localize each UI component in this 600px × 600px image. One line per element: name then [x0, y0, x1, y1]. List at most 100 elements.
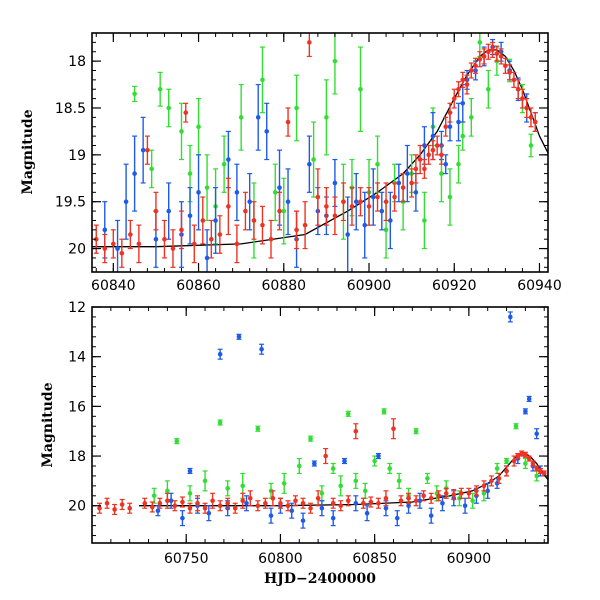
- y-tick-label: 19.5: [55, 195, 86, 211]
- data-point: [462, 503, 468, 509]
- bottom-y-axis-title: Magnitude: [40, 382, 56, 467]
- data-point: [234, 190, 240, 195]
- y-tick-label: 20: [68, 242, 86, 258]
- data-point: [520, 96, 525, 101]
- data-point: [341, 199, 346, 205]
- data-point: [302, 222, 308, 228]
- data-point: [364, 510, 370, 516]
- data-point: [289, 508, 295, 514]
- y-tick-label: 12: [68, 300, 86, 316]
- data-point: [338, 503, 344, 509]
- data-point: [278, 500, 283, 506]
- data-point: [398, 498, 404, 504]
- data-point: [268, 236, 274, 242]
- data-point: [494, 51, 500, 56]
- top-plot-frame: [91, 32, 549, 273]
- data-point: [187, 468, 193, 474]
- data-point: [486, 86, 491, 92]
- data-point: [226, 204, 231, 209]
- data-point: [236, 334, 242, 340]
- data-point: [368, 499, 374, 505]
- data-point: [202, 505, 208, 511]
- data-point: [232, 505, 238, 511]
- data-point: [456, 161, 461, 167]
- data-point: [473, 63, 478, 69]
- data-point: [388, 218, 393, 223]
- data-point: [459, 491, 464, 496]
- bottom-axis-ticks: 60750 60800 60850 60900 12 14 16 18 20: [68, 300, 548, 567]
- data-point: [428, 495, 434, 501]
- data-point: [157, 86, 163, 92]
- data-point: [366, 204, 372, 209]
- data-point: [285, 199, 291, 205]
- data-point: [104, 500, 110, 506]
- data-point: [528, 143, 534, 148]
- data-point: [460, 77, 466, 83]
- data-point: [523, 461, 528, 466]
- bottom-plot-frame: [91, 306, 549, 544]
- data-point: [319, 505, 325, 511]
- data-point: [247, 199, 252, 205]
- data-point: [375, 194, 380, 200]
- bottom-x-axis-title: HJD−2400000: [264, 571, 376, 587]
- data-point: [243, 208, 248, 214]
- data-point: [413, 190, 419, 195]
- data-point: [217, 232, 223, 237]
- top-data-points: [93, 33, 538, 272]
- data-point: [217, 503, 223, 509]
- data-point: [372, 458, 377, 464]
- data-point: [270, 495, 276, 501]
- data-point: [281, 208, 287, 214]
- data-point: [93, 236, 99, 242]
- data-point: [370, 194, 376, 200]
- data-point: [155, 508, 161, 514]
- data-point: [240, 498, 246, 504]
- data-point: [209, 236, 214, 242]
- data-point: [102, 246, 108, 251]
- data-point: [187, 505, 193, 511]
- data-point: [503, 63, 508, 69]
- data-point: [530, 461, 536, 466]
- data-point: [111, 241, 116, 247]
- x-tick-label: 60850: [352, 551, 397, 567]
- data-point: [358, 199, 363, 205]
- x-tick-label: 60920: [432, 278, 477, 294]
- data-point: [413, 498, 419, 504]
- data-point: [345, 498, 351, 504]
- data-point: [204, 185, 210, 190]
- data-point: [486, 49, 491, 55]
- data-point: [383, 199, 389, 205]
- data-point: [430, 147, 436, 153]
- data-point: [251, 218, 257, 223]
- data-point: [345, 411, 351, 417]
- data-point: [293, 498, 298, 504]
- data-point: [428, 513, 434, 518]
- x-tick-label: 60860: [176, 278, 221, 294]
- data-point: [119, 502, 125, 507]
- data-point: [481, 483, 487, 489]
- data-point: [349, 204, 355, 209]
- data-point: [353, 428, 359, 434]
- data-point: [153, 236, 159, 242]
- series-2: [97, 418, 547, 516]
- y-tick-label: 19: [68, 148, 86, 164]
- data-point: [345, 232, 351, 237]
- data-point: [417, 498, 423, 504]
- data-point: [272, 190, 278, 195]
- data-point: [396, 478, 402, 484]
- data-point: [519, 451, 524, 456]
- data-point: [451, 96, 457, 101]
- data-point: [179, 129, 184, 134]
- data-point: [149, 504, 155, 510]
- data-point: [115, 246, 120, 251]
- data-point: [165, 488, 170, 494]
- bottom-panel: 60750 60800 60850 60900 12 14 16 18 20 Magnitude…: [40, 300, 549, 587]
- data-point: [489, 478, 494, 484]
- data-point: [277, 185, 282, 190]
- data-point: [425, 476, 430, 481]
- data-point: [362, 222, 368, 228]
- data-point: [112, 507, 117, 512]
- data-point: [281, 481, 287, 486]
- data-point: [528, 115, 534, 120]
- data-point: [330, 466, 336, 471]
